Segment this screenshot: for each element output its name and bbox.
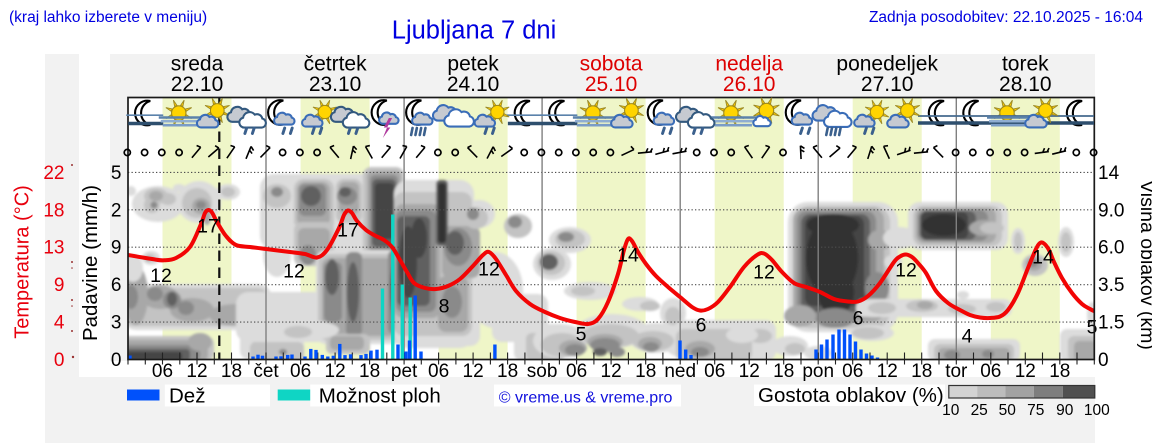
svg-text:torek: torek [1002, 53, 1049, 76]
svg-text:Padavine (mm/h): Padavine (mm/h) [79, 185, 102, 341]
svg-text:nedelja: nedelja [715, 53, 783, 76]
svg-text:18: 18 [773, 361, 794, 382]
svg-text:06: 06 [152, 361, 173, 382]
svg-text:17: 17 [197, 216, 219, 238]
svg-text:0: 0 [1098, 350, 1109, 371]
svg-text:5: 5 [576, 324, 587, 346]
svg-text:© vreme.us & vreme.pro: © vreme.us & vreme.pro [499, 390, 673, 407]
svg-text:2: 2 [111, 200, 122, 221]
svg-text:06: 06 [566, 361, 587, 382]
svg-text:12: 12 [463, 361, 484, 382]
svg-text:pet: pet [391, 361, 418, 382]
svg-text:5: 5 [1087, 317, 1098, 339]
svg-text:06: 06 [980, 361, 1001, 382]
svg-text:sobota: sobota [580, 53, 643, 76]
svg-text:8: 8 [439, 296, 450, 318]
svg-text:18: 18 [497, 361, 518, 382]
svg-text:ponedeljek: ponedeljek [836, 53, 938, 76]
svg-text:Temperatura (°C): Temperatura (°C) [12, 185, 34, 339]
svg-text:24.10: 24.10 [447, 73, 500, 96]
svg-text:12: 12 [325, 361, 346, 382]
svg-text:9: 9 [111, 238, 122, 259]
svg-text:Ljubljana 7 dni: Ljubljana 7 dni [392, 17, 556, 45]
svg-text:1.5: 1.5 [1098, 313, 1124, 334]
svg-text:tor: tor [945, 361, 968, 382]
svg-text:Zadnja posodobitev: 22.10.2025: Zadnja posodobitev: 22.10.2025 - 16:04 [869, 9, 1143, 26]
svg-text:12: 12 [186, 361, 207, 382]
svg-text:14: 14 [1032, 247, 1054, 269]
svg-text:4: 4 [962, 326, 973, 348]
svg-text:12: 12 [283, 261, 305, 283]
svg-text:12: 12 [150, 265, 172, 287]
svg-text:06: 06 [290, 361, 311, 382]
svg-text:12: 12 [601, 361, 622, 382]
svg-text:6: 6 [853, 308, 864, 330]
svg-text:Gostota oblakov (%): Gostota oblakov (%) [758, 384, 944, 407]
svg-text:pon: pon [802, 361, 834, 382]
svg-text:0: 0 [54, 350, 65, 371]
svg-text:18: 18 [359, 361, 380, 382]
svg-text:26.10: 26.10 [723, 73, 776, 96]
svg-text:18: 18 [911, 361, 932, 382]
svg-text:četrtek: četrtek [304, 53, 368, 76]
svg-text:28.10: 28.10 [999, 73, 1052, 96]
svg-text:12: 12 [753, 262, 775, 284]
svg-text:100: 100 [1084, 402, 1110, 419]
svg-text:12: 12 [877, 361, 898, 382]
svg-text:06: 06 [428, 361, 449, 382]
svg-text:9.0: 9.0 [1098, 200, 1124, 221]
svg-text:75: 75 [1027, 402, 1044, 419]
svg-text:6: 6 [111, 275, 122, 296]
svg-text:10: 10 [942, 402, 960, 419]
svg-text:23.10: 23.10 [309, 73, 362, 96]
svg-text:14: 14 [1098, 163, 1120, 184]
svg-text:0: 0 [111, 350, 122, 371]
svg-text:5: 5 [111, 163, 122, 184]
svg-text:17: 17 [337, 220, 359, 242]
svg-text:06: 06 [704, 361, 725, 382]
svg-text:sreda: sreda [171, 53, 224, 76]
svg-text:ned: ned [664, 361, 696, 382]
svg-text:18: 18 [1049, 361, 1070, 382]
svg-text:Dež: Dež [169, 384, 205, 407]
svg-text:18: 18 [221, 361, 242, 382]
svg-text:12: 12 [739, 361, 760, 382]
svg-text:čet: čet [253, 361, 279, 382]
svg-text:3.5: 3.5 [1098, 275, 1124, 296]
svg-text:4: 4 [54, 313, 65, 334]
svg-text:12: 12 [1015, 361, 1036, 382]
svg-text:6: 6 [696, 315, 707, 337]
svg-text:Višina oblakov (km): Višina oblakov (km) [1136, 180, 1152, 350]
svg-text:13: 13 [43, 238, 64, 259]
svg-text:14: 14 [617, 245, 639, 267]
svg-text:22.10: 22.10 [171, 73, 224, 96]
svg-text:50: 50 [999, 402, 1017, 419]
svg-text:12: 12 [895, 260, 917, 282]
svg-text:06: 06 [842, 361, 863, 382]
svg-text:22: 22 [43, 163, 64, 184]
svg-text:90: 90 [1056, 402, 1074, 419]
svg-text:3: 3 [111, 313, 122, 334]
svg-text:12: 12 [478, 259, 500, 281]
svg-text:6.0: 6.0 [1098, 238, 1124, 259]
svg-text:petek: petek [447, 53, 499, 76]
svg-text:18: 18 [43, 200, 64, 221]
svg-text:sob: sob [527, 361, 558, 382]
svg-text:25.10: 25.10 [585, 73, 638, 96]
svg-text:9: 9 [54, 275, 65, 296]
svg-text:(kraj lahko izberete v meniju): (kraj lahko izberete v meniju) [9, 9, 207, 26]
svg-text:Možnost ploh: Možnost ploh [319, 384, 441, 407]
svg-text:18: 18 [635, 361, 656, 382]
svg-text:25: 25 [971, 402, 988, 419]
svg-text:27.10: 27.10 [861, 73, 914, 96]
